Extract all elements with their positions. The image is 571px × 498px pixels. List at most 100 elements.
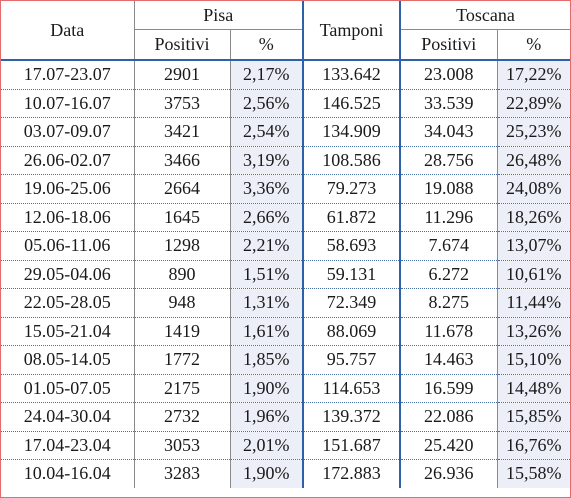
table-row: 19.06-25.06 2664 3,36% 79.273 19.088 24,08% xyxy=(1,174,571,204)
cell-date: 10.07-16.07 xyxy=(1,89,135,118)
cell-toscana-pct: 13,26% xyxy=(497,317,571,346)
header-date: Data xyxy=(1,1,135,61)
table-row: 24.04-30.04 2732 1,96% 139.372 22.086 15,85% xyxy=(1,402,571,432)
cell-date: 26.06-02.07 xyxy=(1,146,135,175)
cell-toscana-pct: 16,76% xyxy=(497,431,571,460)
table-row: 08.05-14.05 1772 1,85% 95.757 14.463 15,10% xyxy=(1,345,571,375)
cell-toscana-positivi: 28.756 xyxy=(400,146,498,175)
cell-pisa-positivi: 1298 xyxy=(134,231,231,261)
cell-pisa-pct: 3,36% xyxy=(230,174,305,204)
cell-toscana-positivi: 33.539 xyxy=(400,89,498,118)
header-pisa-pct: % xyxy=(230,29,305,61)
cell-toscana-positivi: 22.086 xyxy=(400,402,498,432)
header-toscana: Toscana xyxy=(400,1,571,30)
cell-toscana-positivi: 8.275 xyxy=(400,288,498,318)
cell-date: 17.07-23.07 xyxy=(1,60,135,90)
cell-pisa-positivi: 3053 xyxy=(134,431,231,460)
cell-pisa-positivi: 3421 xyxy=(134,117,231,147)
table-row: 10.07-16.07 3753 2,56% 146.525 33.539 22,89% xyxy=(1,89,571,118)
table-row: 12.06-18.06 1645 2,66% 61.872 11.296 18,26% xyxy=(1,203,571,232)
cell-pisa-pct: 2,21% xyxy=(230,231,305,261)
cell-pisa-pct: 1,61% xyxy=(230,317,305,346)
cell-date: 29.05-04.06 xyxy=(1,260,135,289)
cell-tamponi: 88.069 xyxy=(303,317,402,346)
cell-pisa-pct: 2,54% xyxy=(230,117,305,147)
cell-toscana-positivi: 14.463 xyxy=(400,345,498,375)
header-toscana-pct: % xyxy=(497,29,571,61)
cell-pisa-pct: 1,90% xyxy=(230,374,305,403)
cell-pisa-positivi: 3753 xyxy=(134,89,231,118)
cell-date: 08.05-14.05 xyxy=(1,345,135,375)
covid-data-table: Data Pisa Tamponi Toscana Positivi % Pos… xyxy=(1,1,571,488)
cell-tamponi: 61.872 xyxy=(303,203,402,232)
header-row-top: Data Pisa Tamponi Toscana xyxy=(1,1,571,61)
cell-toscana-pct: 14,48% xyxy=(497,374,571,403)
table-row: 17.04-23.04 3053 2,01% 151.687 25.420 16,76% xyxy=(1,431,571,460)
header-pisa: Pisa xyxy=(134,1,305,30)
cell-pisa-positivi: 3466 xyxy=(134,146,231,175)
cell-toscana-positivi: 19.088 xyxy=(400,174,498,204)
cell-date: 17.04-23.04 xyxy=(1,431,135,460)
cell-pisa-positivi: 2901 xyxy=(134,60,231,90)
cell-tamponi: 134.909 xyxy=(303,117,402,147)
cell-date: 24.04-30.04 xyxy=(1,402,135,432)
cell-pisa-positivi: 2664 xyxy=(134,174,231,204)
cell-tamponi: 95.757 xyxy=(303,345,402,375)
cell-date: 05.06-11.06 xyxy=(1,231,135,261)
header-tamponi: Tamponi xyxy=(303,1,402,61)
cell-tamponi: 146.525 xyxy=(303,89,402,118)
cell-toscana-positivi: 26.936 xyxy=(400,459,498,488)
cell-pisa-pct: 2,17% xyxy=(230,60,305,90)
cell-toscana-positivi: 6.272 xyxy=(400,260,498,289)
cell-tamponi: 58.693 xyxy=(303,231,402,261)
cell-tamponi: 114.653 xyxy=(303,374,402,403)
table-row: 17.07-23.07 2901 2,17% 133.642 23.008 17,22% xyxy=(1,60,571,90)
cell-toscana-positivi: 7.674 xyxy=(400,231,498,261)
cell-date: 03.07-09.07 xyxy=(1,117,135,147)
cell-toscana-positivi: 25.420 xyxy=(400,431,498,460)
cell-pisa-positivi: 890 xyxy=(134,260,231,289)
cell-pisa-pct: 1,85% xyxy=(230,345,305,375)
cell-pisa-pct: 1,31% xyxy=(230,288,305,318)
cell-toscana-positivi: 11.678 xyxy=(400,317,498,346)
table-row: 15.05-21.04 1419 1,61% 88.069 11.678 13,26% xyxy=(1,317,571,346)
cell-toscana-pct: 11,44% xyxy=(497,288,571,318)
cell-pisa-pct: 1,51% xyxy=(230,260,305,289)
cell-tamponi: 139.372 xyxy=(303,402,402,432)
cell-pisa-pct: 1,96% xyxy=(230,402,305,432)
header-pisa-positivi: Positivi xyxy=(134,29,231,61)
table-row: 26.06-02.07 3466 3,19% 108.586 28.756 26,48% xyxy=(1,146,571,175)
cell-pisa-positivi: 3283 xyxy=(134,459,231,488)
table-row: 03.07-09.07 3421 2,54% 134.909 34.043 25,23% xyxy=(1,117,571,147)
cell-toscana-pct: 25,23% xyxy=(497,117,571,147)
cell-tamponi: 108.586 xyxy=(303,146,402,175)
cell-tamponi: 151.687 xyxy=(303,431,402,460)
table-row: 01.05-07.05 2175 1,90% 114.653 16.599 14,48% xyxy=(1,374,571,403)
table-row: 22.05-28.05 948 1,31% 72.349 8.275 11,44% xyxy=(1,288,571,318)
cell-toscana-pct: 22,89% xyxy=(497,89,571,118)
cell-pisa-pct: 2,01% xyxy=(230,431,305,460)
table-row: 10.04-16.04 3283 1,90% 172.883 26.936 15,58% xyxy=(1,459,571,488)
cell-toscana-pct: 10,61% xyxy=(497,260,571,289)
cell-toscana-pct: 26,48% xyxy=(497,146,571,175)
cell-date: 10.04-16.04 xyxy=(1,459,135,488)
cell-toscana-pct: 18,26% xyxy=(497,203,571,232)
cell-pisa-positivi: 1645 xyxy=(134,203,231,232)
cell-tamponi: 172.883 xyxy=(303,459,402,488)
cell-toscana-pct: 13,07% xyxy=(497,231,571,261)
cell-toscana-pct: 15,58% xyxy=(497,459,571,488)
cell-tamponi: 79.273 xyxy=(303,174,402,204)
cell-date: 12.06-18.06 xyxy=(1,203,135,232)
header-toscana-positivi: Positivi xyxy=(400,29,498,61)
cell-date: 15.05-21.04 xyxy=(1,317,135,346)
cell-tamponi: 133.642 xyxy=(303,60,402,90)
cell-tamponi: 59.131 xyxy=(303,260,402,289)
table-row: 05.06-11.06 1298 2,21% 58.693 7.674 13,07% xyxy=(1,231,571,261)
cell-pisa-pct: 2,66% xyxy=(230,203,305,232)
cell-pisa-pct: 2,56% xyxy=(230,89,305,118)
cell-toscana-pct: 15,10% xyxy=(497,345,571,375)
cell-toscana-pct: 15,85% xyxy=(497,402,571,432)
cell-toscana-positivi: 34.043 xyxy=(400,117,498,147)
cell-tamponi: 72.349 xyxy=(303,288,402,318)
cell-pisa-pct: 1,90% xyxy=(230,459,305,488)
